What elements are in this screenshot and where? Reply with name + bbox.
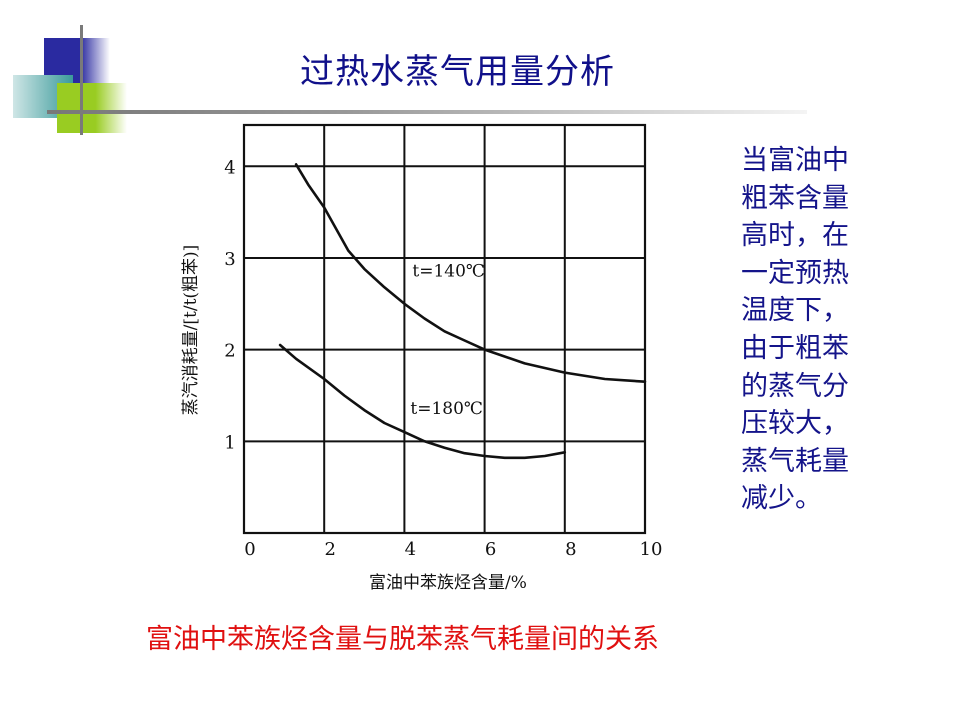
x-axis-label: 富油中苯族烃含量/% <box>369 573 527 593</box>
deco-vertical-line <box>80 25 83 135</box>
title-underline <box>47 110 807 114</box>
figure-caption: 富油中苯族烃含量与脱苯蒸气耗量间的关系 <box>146 624 659 655</box>
plot-frame <box>242 123 647 535</box>
deco-green-square <box>57 83 127 133</box>
y-axis-label: 蒸汽消耗量/[t/t(粗苯)] <box>181 245 201 416</box>
side-text-line: 当富油中 <box>741 145 849 176</box>
side-text-line: 压较大， <box>741 408 849 440</box>
slide-title: 过热水蒸气用量分析 <box>300 52 615 92</box>
chart-annotations: t=140℃ t=180℃ <box>410 261 485 419</box>
y-tick-label: 1 <box>224 432 235 453</box>
side-explanation: 当富油中粗苯含量高时，在一定预热温度下， 由于粗苯的蒸气分压较大， 蒸气耗量减少。 <box>741 142 849 518</box>
side-text-line: 蒸气耗量 <box>741 445 849 477</box>
side-text-line: 减少。 <box>741 483 822 515</box>
series-line <box>294 163 647 384</box>
y-tick-label: 3 <box>224 249 235 270</box>
side-text-line: 一定预热 <box>741 257 849 289</box>
side-text-line: 高时，在 <box>741 220 849 252</box>
series-annotation: t=180℃ <box>410 399 483 419</box>
y-tick-label: 2 <box>224 341 235 362</box>
series-annotation: t=140℃ <box>412 261 485 281</box>
side-text-line: 温度下， <box>741 295 849 327</box>
chart-series <box>278 163 647 460</box>
x-tick-label: 6 <box>485 539 496 560</box>
x-tick-label: 4 <box>405 539 416 560</box>
side-text-line: 粗苯含量 <box>741 182 849 214</box>
x-tick-label: 10 <box>640 539 663 560</box>
side-text-line: 的蒸气分 <box>741 370 849 402</box>
chart-grid <box>242 123 647 535</box>
side-text-line: 由于粗苯 <box>741 332 849 364</box>
x-tick-label: 2 <box>324 539 335 560</box>
y-tick-label: 4 <box>224 157 235 178</box>
x-tick-label: 0 <box>244 539 255 560</box>
series-line <box>278 343 567 460</box>
x-tick-label: 8 <box>565 539 576 560</box>
